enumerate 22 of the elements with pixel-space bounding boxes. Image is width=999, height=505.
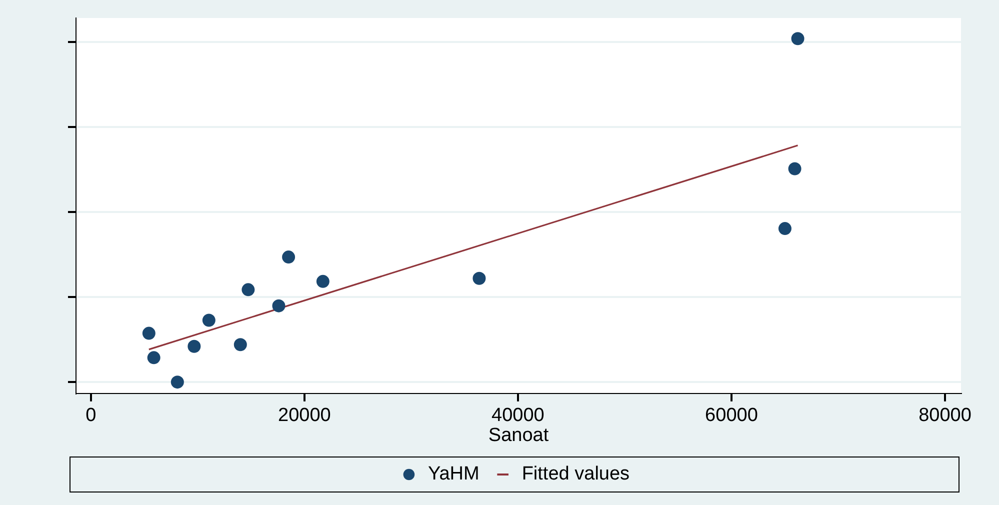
x-tick-label: 80000 — [918, 405, 972, 426]
point — [202, 314, 216, 327]
point — [147, 351, 160, 364]
x-tick-label: 0 — [86, 405, 96, 426]
x-tick-label: 60000 — [705, 405, 758, 426]
x-tick-label: 20000 — [278, 405, 331, 426]
point — [234, 338, 247, 352]
point — [242, 283, 255, 296]
point — [791, 32, 804, 46]
point — [778, 222, 792, 236]
point — [282, 250, 296, 264]
point — [272, 299, 286, 312]
point — [316, 274, 330, 288]
point — [142, 326, 156, 340]
x-tick-label: 40000 — [492, 405, 544, 426]
point — [788, 162, 802, 176]
point — [188, 340, 201, 353]
point — [170, 376, 184, 389]
legend-label: Fitted values — [522, 464, 630, 485]
legend-label: YaHM — [428, 464, 480, 485]
point — [472, 272, 486, 285]
x-axis-title: Sanoat — [488, 424, 550, 446]
